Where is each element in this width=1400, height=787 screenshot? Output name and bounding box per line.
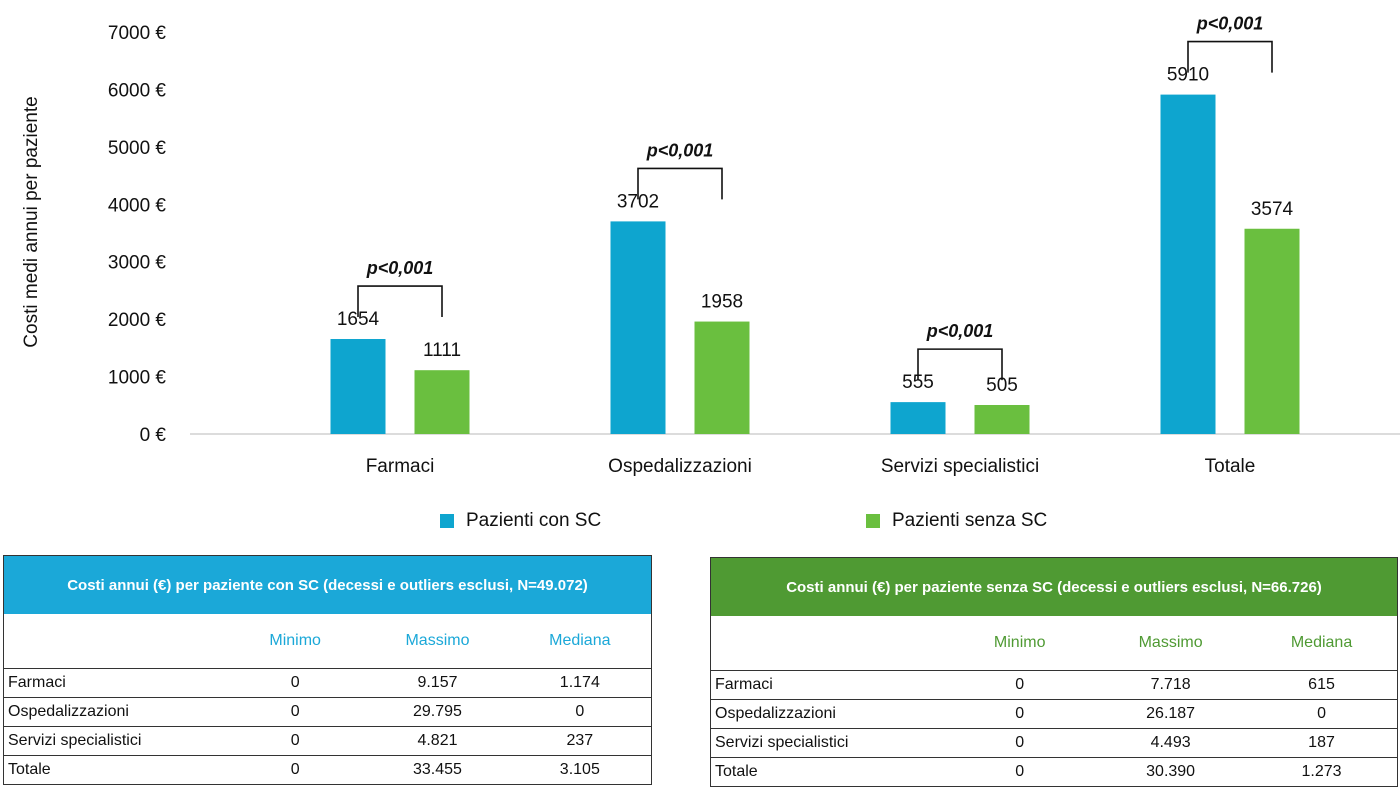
table-cell: 1.174 <box>508 668 651 698</box>
column-header <box>711 616 944 671</box>
legend-swatch-senza-sc <box>866 514 880 528</box>
table-cell: 0 <box>223 697 367 727</box>
table-cell: 7.718 <box>1095 670 1247 700</box>
x-category-label: Servizi specialistici <box>881 456 1039 477</box>
table-row: Servizi specialistici 0 4.821 237 <box>4 726 651 756</box>
y-tick-label: 6000 € <box>108 80 167 101</box>
table-con-sc-title: Costi annui (€) per paziente con SC (dec… <box>4 556 651 614</box>
column-header: Minimo <box>269 632 321 649</box>
table-cell: 615 <box>1246 670 1397 700</box>
significance-bracket <box>1187 40 1273 73</box>
p-value-label: p<0,001 <box>1196 14 1264 34</box>
column-header: Minimo <box>993 634 1046 651</box>
table-cell: 0 <box>223 668 367 698</box>
column-header: Mediana <box>1290 634 1353 651</box>
row-label: Totale <box>711 757 945 786</box>
legend-item-senza-sc: Pazienti senza SC <box>866 510 1047 532</box>
y-tick-label: 4000 € <box>108 195 167 216</box>
column-header: Massimo <box>1138 634 1203 651</box>
table-con-sc: Costi annui (€) per paziente con SC (dec… <box>3 555 652 785</box>
bar-chart: Costi medi annui per paziente 0 € 1000 € 2… <box>21 14 1400 477</box>
row-label: Farmaci <box>711 670 945 700</box>
data-label: 1111 <box>423 340 461 361</box>
data-label: 3702 <box>617 191 659 212</box>
table-row: Servizi specialistici 0 4.493 187 <box>711 728 1397 758</box>
row-label: Servizi specialistici <box>711 728 945 758</box>
bar-senza-sc <box>694 321 750 434</box>
data-label: 1654 <box>337 309 380 330</box>
p-value-label: p<0,001 <box>646 140 714 160</box>
x-category-label: Totale <box>1205 456 1256 477</box>
significance-bracket <box>917 348 1003 381</box>
row-label: Ospedalizzazioni <box>4 697 224 727</box>
bar-con-sc <box>610 221 666 434</box>
table-cell: 30.390 <box>1095 757 1247 786</box>
table-cell: 4.493 <box>1095 728 1247 758</box>
x-category-label: Farmaci <box>366 456 435 477</box>
y-tick-label: 1000 € <box>108 368 167 389</box>
table-cell: 0 <box>944 699 1096 729</box>
y-tick-label: 0 € <box>140 425 167 446</box>
significance-bracket <box>637 167 723 200</box>
table-cell: 0 <box>223 726 367 756</box>
table-row: Farmaci 0 9.157 1.174 <box>4 668 651 698</box>
legend-item-con-sc: Pazienti con SC <box>440 510 601 532</box>
row-label: Servizi specialistici <box>4 726 224 756</box>
table-row: Farmaci 0 7.718 615 <box>711 670 1397 700</box>
p-value-label: p<0,001 <box>366 258 434 278</box>
bar-senza-sc <box>414 370 470 434</box>
y-tick-label: 5000 € <box>108 138 167 159</box>
table-cell: 1.273 <box>1246 757 1397 786</box>
table-cell: 4.821 <box>366 726 509 756</box>
p-value-label: p<0,001 <box>926 321 994 341</box>
table-con-sc-header-row: Minimo Massimo Mediana <box>4 614 651 669</box>
legend-label-con-sc: Pazienti con SC <box>466 510 602 531</box>
table-cell: 0 <box>508 697 651 727</box>
table-senza-sc: Costi annui (€) per paziente senza SC (d… <box>710 557 1398 787</box>
table-cell: 29.795 <box>366 697 509 727</box>
table-row: Ospedalizzazioni 0 29.795 0 <box>4 697 651 727</box>
data-label: 555 <box>902 372 934 393</box>
table-cell: 26.187 <box>1095 699 1247 729</box>
table-cell: 237 <box>508 726 651 756</box>
y-axis-label: Costi medi annui per paziente <box>21 96 42 347</box>
bar-senza-sc <box>974 404 1030 434</box>
bar-con-sc <box>1160 94 1216 435</box>
significance-bracket <box>357 285 443 318</box>
column-header: Massimo <box>405 632 470 649</box>
table-row: Ospedalizzazioni 0 26.187 0 <box>711 699 1397 729</box>
bar-con-sc <box>330 339 386 434</box>
bar-con-sc <box>890 402 946 434</box>
data-label: 505 <box>986 375 1018 396</box>
row-label: Farmaci <box>4 668 224 698</box>
table-senza-sc-title: Costi annui (€) per paziente senza SC (d… <box>711 558 1397 616</box>
row-label: Ospedalizzazioni <box>711 699 945 729</box>
data-label: 1958 <box>701 292 743 313</box>
table-cell: 0 <box>944 757 1096 786</box>
column-header: Mediana <box>549 632 611 649</box>
bar-senza-sc <box>1244 228 1300 434</box>
data-label: 3574 <box>1251 199 1294 220</box>
table-senza-sc-header-row: Minimo Massimo Mediana <box>711 616 1397 671</box>
legend-label-senza-sc: Pazienti senza SC <box>892 510 1048 531</box>
table-row: Totale 0 30.390 1.273 <box>711 757 1397 786</box>
y-tick-label: 7000 € <box>108 23 167 44</box>
table-cell: 187 <box>1246 728 1397 758</box>
data-label: 5910 <box>1167 65 1209 86</box>
x-category-label: Ospedalizzazioni <box>608 456 752 477</box>
table-cell: 0 <box>944 670 1096 700</box>
y-tick-label: 2000 € <box>108 310 167 331</box>
legend-swatch-con-sc <box>440 514 454 528</box>
table-cell: 0 <box>1246 699 1397 729</box>
column-header <box>4 614 224 669</box>
table-cell: 9.157 <box>366 668 509 698</box>
y-tick-label: 3000 € <box>108 253 167 274</box>
table-cell: 0 <box>944 728 1096 758</box>
